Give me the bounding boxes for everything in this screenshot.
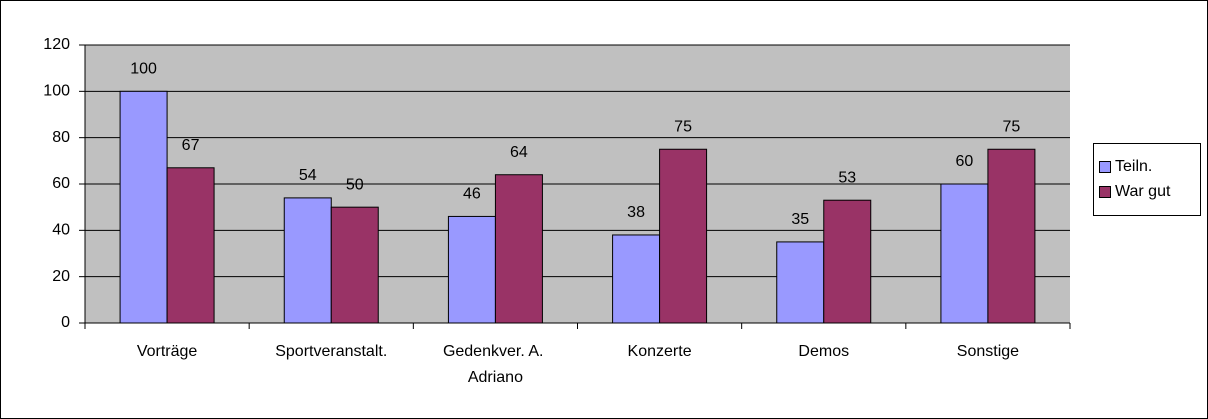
y-tick-label: 120 bbox=[43, 36, 70, 53]
y-tick-label: 80 bbox=[52, 129, 70, 146]
legend-swatch bbox=[1099, 161, 1111, 173]
value-label: 38 bbox=[627, 204, 645, 221]
bar bbox=[447, 215, 496, 324]
bar bbox=[612, 234, 661, 324]
y-tick-label: 0 bbox=[61, 314, 70, 331]
value-label: 64 bbox=[510, 144, 528, 161]
x-tick-label: Vorträge bbox=[137, 343, 198, 360]
value-label: 67 bbox=[182, 137, 200, 154]
bar bbox=[987, 148, 1036, 324]
value-label: 46 bbox=[463, 186, 481, 203]
value-label: 35 bbox=[791, 211, 809, 228]
y-tick-label: 40 bbox=[52, 222, 70, 239]
legend-box bbox=[1093, 143, 1201, 216]
legend-label: Teiln. bbox=[1115, 158, 1152, 175]
legend-swatch bbox=[1099, 186, 1111, 198]
bar bbox=[283, 197, 332, 324]
bar bbox=[659, 148, 708, 324]
value-label: 100 bbox=[130, 61, 157, 78]
value-label: 75 bbox=[1003, 118, 1021, 135]
bar bbox=[940, 183, 989, 324]
y-tick-label: 100 bbox=[43, 83, 70, 100]
x-tick-label: Sonstige bbox=[957, 343, 1019, 360]
bar bbox=[119, 90, 168, 324]
x-tick-label: Konzerte bbox=[628, 343, 692, 360]
value-label: 60 bbox=[956, 153, 974, 170]
bar bbox=[823, 199, 872, 324]
value-label: 54 bbox=[299, 167, 317, 184]
bar bbox=[494, 174, 543, 324]
x-tick-label: Demos bbox=[798, 343, 849, 360]
bar bbox=[330, 206, 379, 324]
value-label: 53 bbox=[838, 169, 856, 186]
y-tick-label: 20 bbox=[52, 268, 70, 285]
x-tick-label: Sportveranstalt. bbox=[275, 343, 387, 360]
value-label: 75 bbox=[674, 118, 692, 135]
bar bbox=[166, 167, 215, 324]
x-tick-label: Gedenkver. A. Adriano bbox=[443, 343, 548, 386]
bar bbox=[776, 241, 825, 324]
legend-label: War gut bbox=[1115, 183, 1171, 200]
y-tick-label: 60 bbox=[52, 175, 70, 192]
value-label: 50 bbox=[346, 176, 364, 193]
